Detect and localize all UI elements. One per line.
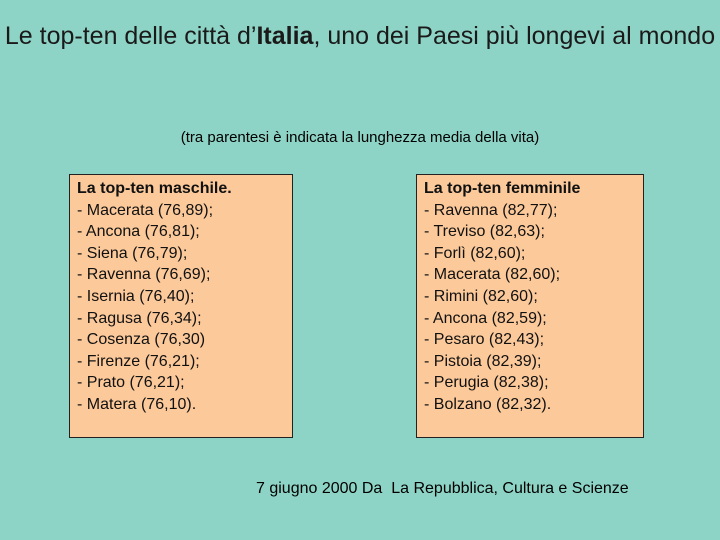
male-top-ten-heading: La top-ten maschile.: [77, 180, 232, 197]
list-item: - Bolzano (82,32).: [424, 395, 552, 413]
list-item: - Ancona (82,59);: [424, 309, 547, 327]
list-item: - Firenze (76,21);: [77, 352, 200, 370]
male-top-ten-list: - Macerata (76,89); - Ancona (76,81); - …: [77, 200, 292, 416]
source-citation: 7 giugno 2000 Da La Repubblica, Cultura …: [256, 480, 629, 497]
title-prefix: Le top-ten delle città d’: [4, 22, 257, 50]
list-item: - Macerata (76,89);: [77, 201, 214, 219]
list-item: - Macerata (82,60);: [424, 266, 561, 284]
list-item: - Forlì (82,60);: [424, 244, 526, 262]
list-item: - Ravenna (82,77);: [424, 201, 558, 219]
list-item: - Perugia (82,38);: [424, 374, 549, 392]
list-item: - Ragusa (76,34);: [77, 309, 202, 327]
list-item: - Ancona (76,81);: [77, 223, 200, 241]
subtitle: (tra parentesi è indicata la lunghezza m…: [180, 129, 540, 146]
list-item: - Treviso (82,63);: [424, 223, 545, 241]
list-item: - Prato (76,21);: [77, 374, 185, 392]
title-highlight: Italia: [256, 22, 314, 50]
female-top-ten-heading: La top-ten femminile: [424, 180, 581, 197]
female-top-ten-box: La top-ten femminile - Ravenna (82,77); …: [416, 174, 644, 438]
list-item: - Matera (76,10).: [77, 395, 197, 413]
list-item: - Rimini (82,60);: [424, 287, 538, 305]
list-item: - Isernia (76,40);: [77, 287, 195, 305]
male-top-ten-box: La top-ten maschile. - Macerata (76,89);…: [69, 174, 293, 438]
list-item: - Cosenza (76,30): [77, 331, 206, 349]
title-suffix: , uno dei Paesi più longevi al mondo: [313, 22, 716, 50]
list-item: - Siena (76,79);: [77, 244, 188, 262]
list-item: - Ravenna (76,69);: [77, 266, 211, 284]
list-item: - Pesaro (82,43);: [424, 331, 545, 349]
page-title: Le top-ten delle città d’Italia, uno dei…: [0, 20, 720, 52]
female-top-ten-list: - Ravenna (82,77); - Treviso (82,63); - …: [424, 200, 643, 416]
list-item: - Pistoia (82,39);: [424, 352, 542, 370]
